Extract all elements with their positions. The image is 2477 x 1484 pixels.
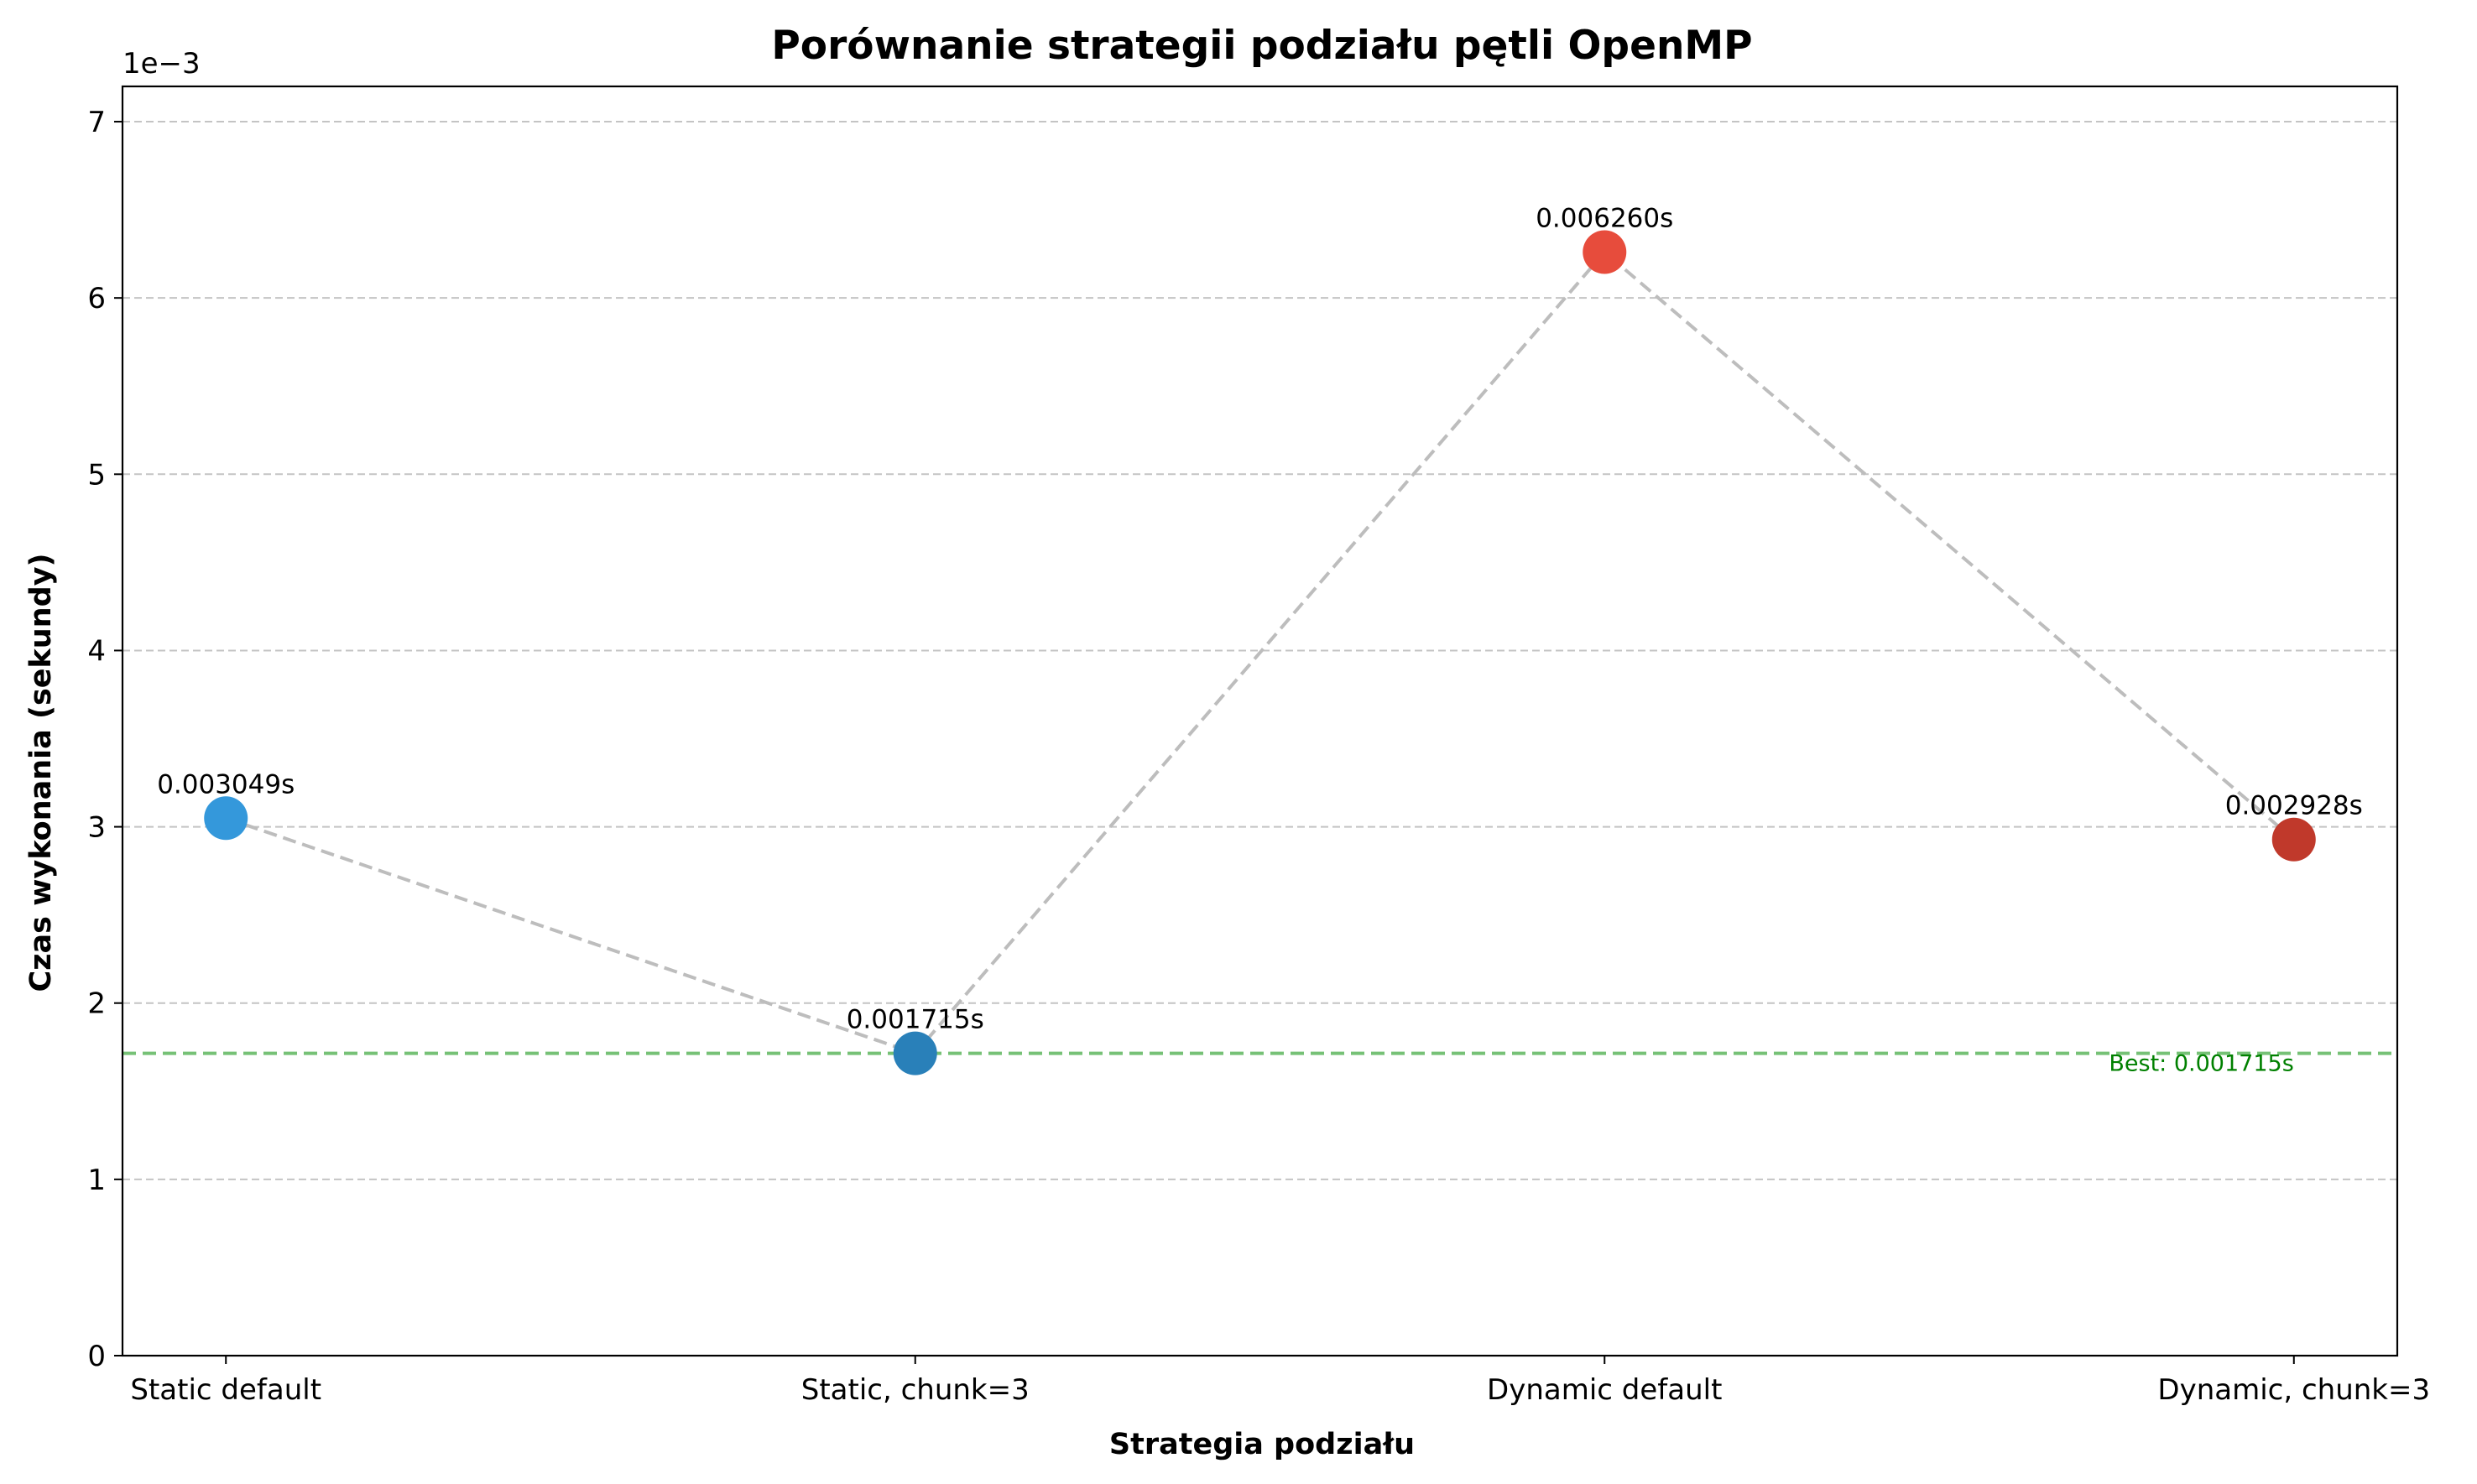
data-point	[2271, 817, 2316, 862]
data-point	[204, 796, 248, 841]
best-line-label: Best: 0.001715s	[2109, 1051, 2293, 1077]
y-tick-label: 6	[87, 282, 106, 315]
y-tick-label: 7	[87, 106, 106, 139]
data-point	[893, 1031, 937, 1075]
y-tick-label: 5	[87, 458, 106, 492]
data-label: 0.001715s	[847, 1005, 984, 1035]
best-line-group: Best: 0.001715s	[123, 1051, 2397, 1077]
x-axis: Static default Static, chunk=3 Dynamic def…	[130, 1356, 2430, 1407]
data-labels: 0.003049s 0.001715s 0.006260s 0.002928s	[157, 204, 2363, 1035]
connector-line	[225, 249, 2296, 1055]
x-tick-label: Dynamic default	[1487, 1373, 1722, 1407]
x-tick-label: Static default	[130, 1373, 321, 1407]
data-point	[1583, 230, 1627, 274]
y-axis: 0 1 2 3 4 5 6 7	[87, 106, 123, 1373]
data-label: 0.006260s	[1536, 204, 1673, 234]
data-points	[204, 230, 2316, 1075]
y-tick-label: 4	[87, 634, 106, 668]
chart-title: Porównanie strategii podziału pętli Open…	[771, 23, 1752, 69]
y-axis-offset-label: 1e−3	[123, 47, 201, 81]
data-label: 0.003049s	[157, 769, 295, 799]
plot-frame	[121, 85, 2399, 1357]
y-tick-label: 2	[87, 987, 106, 1021]
grid	[123, 121, 2397, 1180]
data-label: 0.002928s	[2225, 791, 2363, 821]
connector	[225, 249, 2296, 1055]
y-axis-label: Czas wykonania (sekundy)	[24, 553, 58, 992]
x-axis-label: Strategia podziału	[1109, 1428, 1415, 1461]
y-tick-label: 0	[87, 1340, 106, 1373]
x-tick-label: Dynamic, chunk=3	[2157, 1373, 2430, 1407]
y-tick-label: 3	[87, 811, 106, 845]
x-tick-label: Static, chunk=3	[801, 1373, 1030, 1407]
y-tick-label: 1	[87, 1164, 106, 1197]
